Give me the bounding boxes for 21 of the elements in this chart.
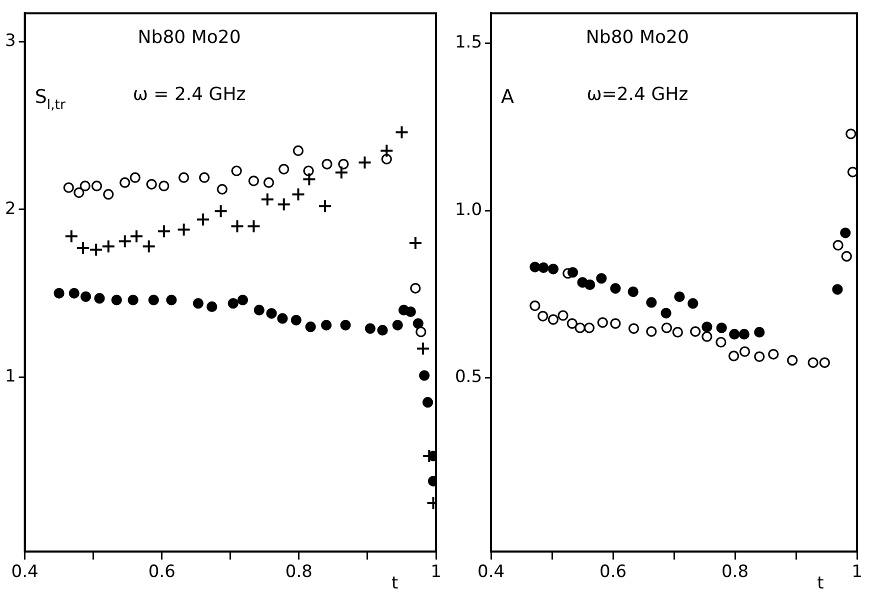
- x-tick-label: 0.6: [148, 562, 176, 582]
- x-axis-title: t: [392, 574, 399, 594]
- y-axis-title: A: [501, 86, 514, 108]
- x-tick-label: 1: [852, 562, 862, 582]
- annotation: ω = 2.4 GHz: [132, 84, 246, 105]
- x-tick-label: 0.8: [285, 562, 312, 582]
- x-axis-title: t: [817, 574, 824, 594]
- y-tick-label: 2: [4, 198, 16, 219]
- y-tick-label: 1: [4, 366, 16, 387]
- y-tick-label: 1.0: [454, 200, 482, 220]
- annotation: ω=2.4 GHz: [586, 84, 688, 105]
- x-tick-label: 0.8: [721, 562, 749, 582]
- y-tick-label: 0.5: [454, 367, 482, 388]
- text: Nb80 Mo20: [138, 26, 241, 48]
- text: Nb80 Mo20: [586, 26, 689, 48]
- x-tick-label: 0.6: [600, 562, 627, 582]
- x-tick-label: 0.4: [478, 562, 505, 582]
- x-tick-label: 1: [430, 562, 442, 582]
- y-tick-label: 1.5: [454, 32, 482, 53]
- y-tick-label: 3: [4, 31, 16, 52]
- x-tick-label: 0.4: [11, 562, 38, 582]
